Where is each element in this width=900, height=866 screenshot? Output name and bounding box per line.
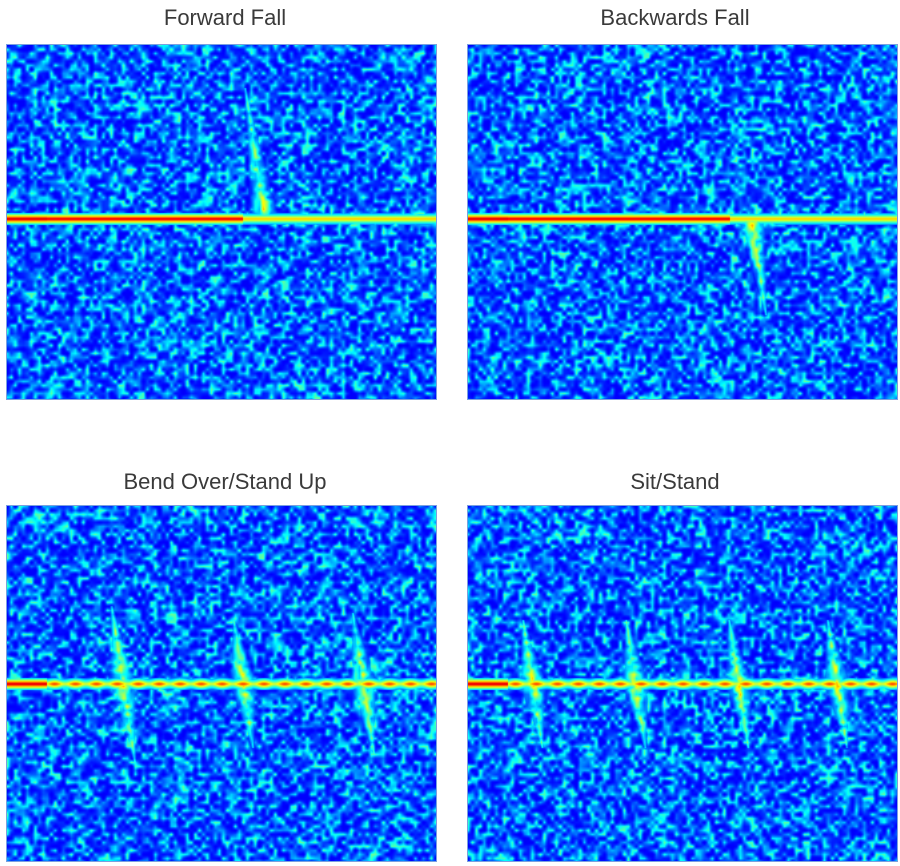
panel-title: Forward Fall <box>163 5 287 30</box>
panel-title: Sit/Stand <box>630 469 720 494</box>
spectrogram-forward-fall <box>6 44 437 400</box>
panel-title: Bend Over/Stand Up <box>123 469 327 494</box>
spectrogram-backwards-fall <box>467 44 898 400</box>
panel-bend-over-stand-up: Bend Over/Stand Up <box>0 460 450 866</box>
panel-backwards-fall: Backwards Fall <box>450 0 900 440</box>
spectrogram-sit-stand <box>467 505 898 862</box>
panel-forward-fall: Forward Fall <box>0 0 450 440</box>
panel-sit-stand: Sit/Stand <box>450 460 900 866</box>
panel-title: Backwards Fall <box>600 5 750 30</box>
spectrogram-canvas <box>7 506 436 861</box>
spectrogram-bend-over-stand-up <box>6 505 437 862</box>
spectrogram-canvas <box>7 45 436 399</box>
spectrogram-canvas <box>468 506 897 861</box>
spectrogram-canvas <box>468 45 897 399</box>
